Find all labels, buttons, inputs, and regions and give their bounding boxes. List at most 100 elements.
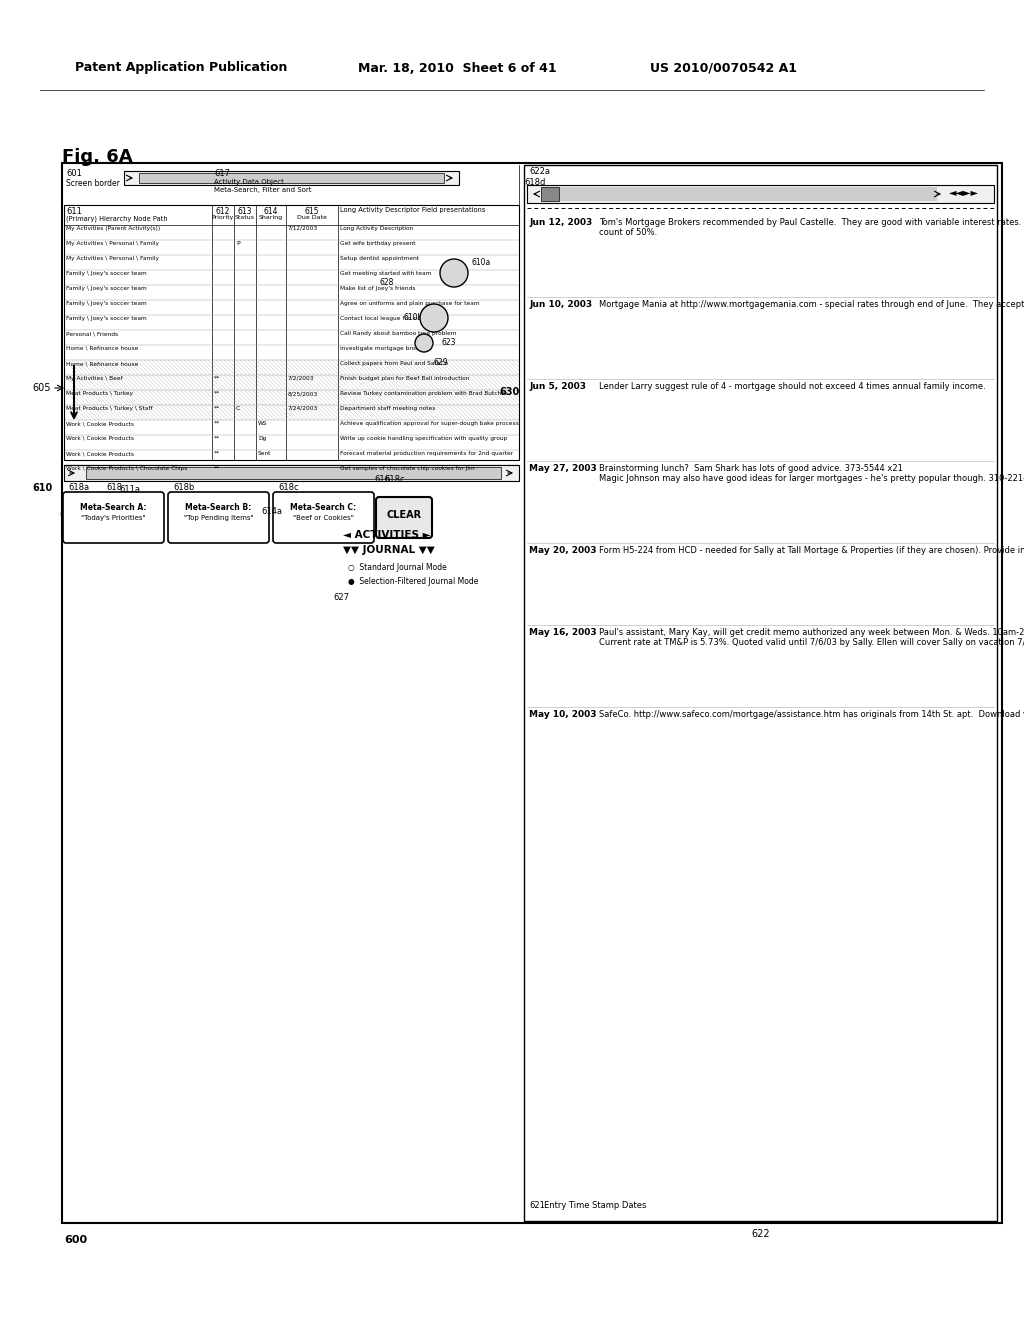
Text: 605: 605 <box>32 383 50 393</box>
Text: 618d: 618d <box>524 178 546 187</box>
Text: P: P <box>236 242 240 246</box>
Text: Call Randy about bamboo tree problem: Call Randy about bamboo tree problem <box>340 331 457 337</box>
Text: May 20, 2003: May 20, 2003 <box>529 546 597 554</box>
Text: ○  Standard Journal Mode: ○ Standard Journal Mode <box>348 564 446 572</box>
Text: Long Activity Descriptor Field presentations: Long Activity Descriptor Field presentat… <box>340 207 485 213</box>
Text: ◄ ACTIVITIES ►: ◄ ACTIVITIES ► <box>343 531 431 540</box>
Text: Work \ Cookie Products \ Chocolate Chips: Work \ Cookie Products \ Chocolate Chips <box>66 466 187 471</box>
Text: Form H5-224 from HCD - needed for Sally at Tall Mortage & Properties (if they ar: Form H5-224 from HCD - needed for Sally … <box>599 546 1024 554</box>
Text: 621: 621 <box>529 1201 545 1210</box>
Text: C: C <box>236 407 241 411</box>
Text: Finish budget plan for Beef Ball introduction: Finish budget plan for Beef Ball introdu… <box>340 376 469 381</box>
Text: Jun 5, 2003: Jun 5, 2003 <box>529 381 586 391</box>
Circle shape <box>415 334 433 352</box>
Text: Family \ Joey's soccer team: Family \ Joey's soccer team <box>66 301 146 306</box>
Polygon shape <box>131 503 147 515</box>
Text: ⚙: ⚙ <box>419 337 430 350</box>
Text: 630: 630 <box>499 387 519 397</box>
Text: Meat Products \ Turkey: Meat Products \ Turkey <box>66 391 133 396</box>
Text: Review Turkey contamination problem with Brad Butcher: Review Turkey contamination problem with… <box>340 391 507 396</box>
Text: Jun 10, 2003: Jun 10, 2003 <box>529 300 592 309</box>
Text: 616: 616 <box>374 475 390 484</box>
Text: Family \ Joey's soccer team: Family \ Joey's soccer team <box>66 286 146 290</box>
Text: 618c: 618c <box>384 475 404 484</box>
Text: "Top Pending Items": "Top Pending Items" <box>183 515 253 521</box>
Text: Investigate mortgage brokers: Investigate mortgage brokers <box>340 346 428 351</box>
Text: Work \ Cookie Products: Work \ Cookie Products <box>66 436 134 441</box>
Text: (Primary) Hierarchy Node Path: (Primary) Hierarchy Node Path <box>66 215 168 222</box>
Polygon shape <box>464 168 524 218</box>
Text: 618b: 618b <box>173 483 195 492</box>
Text: Get wife birthday present: Get wife birthday present <box>340 242 416 246</box>
Text: Family \ Joey's soccer team: Family \ Joey's soccer team <box>66 315 146 321</box>
Text: Meta-Search C:: Meta-Search C: <box>291 503 356 512</box>
Text: May 16, 2003: May 16, 2003 <box>529 628 597 638</box>
Text: "Beef or Cookies": "Beef or Cookies" <box>293 515 354 521</box>
Text: Patent Application Publication: Patent Application Publication <box>75 62 288 74</box>
Text: 613: 613 <box>238 207 252 216</box>
Text: Home \ Refinance house: Home \ Refinance house <box>66 360 138 366</box>
Text: **: ** <box>214 451 220 455</box>
Text: My Activities (Parent Activity(s)): My Activities (Parent Activity(s)) <box>66 226 160 231</box>
Text: 620: 620 <box>59 510 79 520</box>
Text: Brainstorming lunch?  Sam Shark has lots of good advice. 373-5544 x21
Magic John: Brainstorming lunch? Sam Shark has lots … <box>599 465 1024 483</box>
Text: 617: 617 <box>214 169 230 178</box>
Text: Lender Larry suggest rule of 4 - mortgage should not exceed 4 times annual famil: Lender Larry suggest rule of 4 - mortgag… <box>599 381 986 391</box>
Text: 627: 627 <box>333 593 349 602</box>
Text: Entry Time Stamp Dates: Entry Time Stamp Dates <box>544 1201 646 1210</box>
Text: Status: Status <box>234 215 255 220</box>
Text: 7/24/2003: 7/24/2003 <box>288 407 318 411</box>
Bar <box>527 185 994 203</box>
Text: 618: 618 <box>106 483 122 492</box>
Text: "Today's Priorities": "Today's Priorities" <box>81 515 145 521</box>
Text: 615: 615 <box>305 207 319 216</box>
Text: 611: 611 <box>66 207 82 216</box>
Text: Sent: Sent <box>258 451 271 455</box>
Text: **: ** <box>214 421 220 426</box>
Text: Priority: Priority <box>212 215 234 220</box>
Text: 628: 628 <box>379 279 393 286</box>
Text: 618c: 618c <box>278 483 299 492</box>
Bar <box>524 165 997 1221</box>
Text: Department staff meeting notes: Department staff meeting notes <box>340 407 435 411</box>
Text: Meta-Search, Filter and Sort: Meta-Search, Filter and Sort <box>214 187 311 193</box>
Text: Setup dentist appointment: Setup dentist appointment <box>340 256 419 261</box>
Bar <box>63 405 519 420</box>
Text: 610: 610 <box>32 483 52 492</box>
Bar <box>541 187 559 201</box>
Text: 622a: 622a <box>529 168 550 176</box>
Text: Jun 12, 2003: Jun 12, 2003 <box>529 218 592 227</box>
Text: Tom's Mortgage Brokers recommended by Paul Castelle.  They are good with variabl: Tom's Mortgage Brokers recommended by Pa… <box>599 218 1024 238</box>
Text: CLEAR: CLEAR <box>386 510 422 520</box>
Text: ⚙: ⚙ <box>445 264 462 282</box>
Text: Achieve qualification approval for super-dough bake process: Achieve qualification approval for super… <box>340 421 519 426</box>
Text: Sharing: Sharing <box>259 215 283 220</box>
Text: Activity Data Object: Activity Data Object <box>214 180 284 185</box>
Text: 614: 614 <box>264 207 279 216</box>
Text: Due Date: Due Date <box>297 215 327 220</box>
Text: Home \ Refinance house: Home \ Refinance house <box>66 346 138 351</box>
Text: Long Activity Description: Long Activity Description <box>340 226 414 231</box>
Text: Meta-Search A:: Meta-Search A: <box>80 503 146 512</box>
Text: May 27, 2003: May 27, 2003 <box>529 465 597 473</box>
Text: Get samples of chocolate chip cookies for Jim: Get samples of chocolate chip cookies fo… <box>340 466 475 471</box>
Text: Family \ Joey's soccer team: Family \ Joey's soccer team <box>66 271 146 276</box>
Text: My Activities \ Beef: My Activities \ Beef <box>66 376 123 381</box>
Text: 7/2/2003: 7/2/2003 <box>288 376 314 381</box>
Bar <box>63 205 519 459</box>
Text: Paul's assistant, Mary Kay, will get credit memo authorized any week between Mon: Paul's assistant, Mary Kay, will get cre… <box>599 628 1024 647</box>
Text: 612: 612 <box>216 207 230 216</box>
Bar <box>63 389 519 405</box>
Text: Dg: Dg <box>258 436 266 441</box>
Text: SafeCo. http://www.safeco.com/mortgage/assistance.htm has originals from 14th St: SafeCo. http://www.safeco.com/mortgage/a… <box>599 710 1024 719</box>
Text: 623: 623 <box>441 338 456 347</box>
Text: ▼▼ JOURNAL ▼▼: ▼▼ JOURNAL ▼▼ <box>343 545 435 554</box>
Text: 611a: 611a <box>119 484 140 494</box>
Text: Get meeting started with team: Get meeting started with team <box>340 271 431 276</box>
Text: 8/25/2003: 8/25/2003 <box>288 391 318 396</box>
Bar <box>139 173 444 183</box>
Text: 7/12/2003: 7/12/2003 <box>288 226 318 231</box>
Text: 618a: 618a <box>68 483 89 492</box>
Polygon shape <box>379 228 499 348</box>
Text: Work \ Cookie Products: Work \ Cookie Products <box>66 421 134 426</box>
